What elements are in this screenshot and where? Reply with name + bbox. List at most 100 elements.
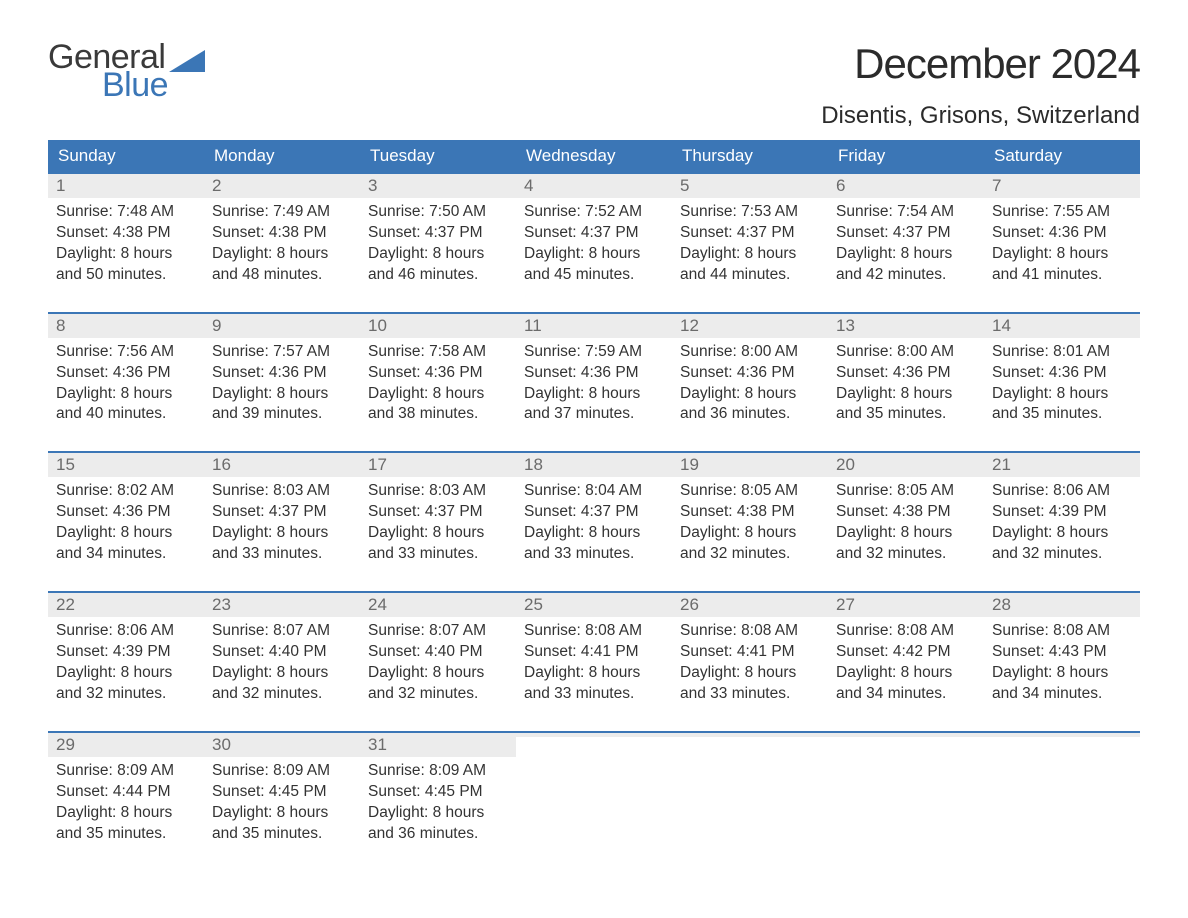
- day-detail-line: Sunrise: 8:04 AM: [524, 481, 664, 502]
- day-detail-line: Sunset: 4:39 PM: [992, 502, 1132, 523]
- day-detail-line: and 44 minutes.: [680, 265, 820, 286]
- day-number: 15: [48, 453, 204, 477]
- calendar-day: 2Sunrise: 7:49 AMSunset: 4:38 PMDaylight…: [204, 174, 360, 294]
- day-detail-line: Daylight: 8 hours: [212, 663, 352, 684]
- day-detail-line: Daylight: 8 hours: [56, 803, 196, 824]
- day-detail-line: Sunrise: 8:09 AM: [56, 761, 196, 782]
- day-detail-line: Sunset: 4:36 PM: [56, 502, 196, 523]
- day-detail-line: Daylight: 8 hours: [680, 384, 820, 405]
- day-number: 27: [828, 593, 984, 617]
- day-detail-line: and 33 minutes.: [524, 684, 664, 705]
- calendar: Sunday Monday Tuesday Wednesday Thursday…: [48, 140, 1140, 852]
- day-detail-line: Daylight: 8 hours: [212, 244, 352, 265]
- calendar-day: 1Sunrise: 7:48 AMSunset: 4:38 PMDaylight…: [48, 174, 204, 294]
- header-area: General Blue December 2024 Disentis, Gri…: [48, 40, 1140, 130]
- day-number: 31: [360, 733, 516, 757]
- calendar-day: 29Sunrise: 8:09 AMSunset: 4:44 PMDayligh…: [48, 733, 204, 853]
- calendar-week: 15Sunrise: 8:02 AMSunset: 4:36 PMDayligh…: [48, 451, 1140, 573]
- day-number: 14: [984, 314, 1140, 338]
- day-number: 5: [672, 174, 828, 198]
- day-details: Sunrise: 8:06 AMSunset: 4:39 PMDaylight:…: [984, 477, 1140, 573]
- weekday-header: Wednesday: [516, 140, 672, 174]
- calendar-day: 26Sunrise: 8:08 AMSunset: 4:41 PMDayligh…: [672, 593, 828, 713]
- month-title: December 2024: [821, 40, 1140, 88]
- day-detail-line: Sunrise: 8:03 AM: [368, 481, 508, 502]
- calendar-day: 24Sunrise: 8:07 AMSunset: 4:40 PMDayligh…: [360, 593, 516, 713]
- day-detail-line: Sunrise: 8:00 AM: [836, 342, 976, 363]
- day-detail-line: Sunset: 4:36 PM: [212, 363, 352, 384]
- calendar-day: [516, 733, 672, 853]
- calendar-day: 27Sunrise: 8:08 AMSunset: 4:42 PMDayligh…: [828, 593, 984, 713]
- calendar-week: 29Sunrise: 8:09 AMSunset: 4:44 PMDayligh…: [48, 731, 1140, 853]
- day-detail-line: Sunset: 4:45 PM: [212, 782, 352, 803]
- day-detail-line: and 39 minutes.: [212, 404, 352, 425]
- day-detail-line: and 35 minutes.: [992, 404, 1132, 425]
- day-details: Sunrise: 7:58 AMSunset: 4:36 PMDaylight:…: [360, 338, 516, 434]
- day-details: Sunrise: 7:54 AMSunset: 4:37 PMDaylight:…: [828, 198, 984, 294]
- day-detail-line: Sunrise: 7:59 AM: [524, 342, 664, 363]
- day-detail-line: Daylight: 8 hours: [836, 523, 976, 544]
- day-detail-line: Sunrise: 8:08 AM: [992, 621, 1132, 642]
- day-detail-line: Sunrise: 8:00 AM: [680, 342, 820, 363]
- day-detail-line: Sunrise: 8:07 AM: [212, 621, 352, 642]
- day-detail-line: and 33 minutes.: [524, 544, 664, 565]
- day-detail-line: and 32 minutes.: [836, 544, 976, 565]
- day-details: Sunrise: 8:05 AMSunset: 4:38 PMDaylight:…: [672, 477, 828, 573]
- day-number: 30: [204, 733, 360, 757]
- day-detail-line: Sunrise: 8:06 AM: [56, 621, 196, 642]
- weekday-header: Sunday: [48, 140, 204, 174]
- day-detail-line: Sunset: 4:36 PM: [56, 363, 196, 384]
- day-detail-line: Daylight: 8 hours: [56, 523, 196, 544]
- day-details: Sunrise: 8:00 AMSunset: 4:36 PMDaylight:…: [828, 338, 984, 434]
- day-number: 6: [828, 174, 984, 198]
- calendar-day: [984, 733, 1140, 853]
- day-details: Sunrise: 8:09 AMSunset: 4:45 PMDaylight:…: [360, 757, 516, 853]
- calendar-day: 8Sunrise: 7:56 AMSunset: 4:36 PMDaylight…: [48, 314, 204, 434]
- calendar-day: 31Sunrise: 8:09 AMSunset: 4:45 PMDayligh…: [360, 733, 516, 853]
- day-detail-line: Daylight: 8 hours: [524, 663, 664, 684]
- location-subtitle: Disentis, Grisons, Switzerland: [821, 102, 1140, 130]
- day-details: Sunrise: 8:05 AMSunset: 4:38 PMDaylight:…: [828, 477, 984, 573]
- day-detail-line: Sunset: 4:42 PM: [836, 642, 976, 663]
- day-detail-line: Sunset: 4:43 PM: [992, 642, 1132, 663]
- day-detail-line: Sunset: 4:40 PM: [368, 642, 508, 663]
- day-number: 7: [984, 174, 1140, 198]
- day-detail-line: Sunrise: 8:01 AM: [992, 342, 1132, 363]
- day-detail-line: and 32 minutes.: [56, 684, 196, 705]
- day-detail-line: and 48 minutes.: [212, 265, 352, 286]
- day-detail-line: and 32 minutes.: [368, 684, 508, 705]
- day-number: 2: [204, 174, 360, 198]
- day-detail-line: and 50 minutes.: [56, 265, 196, 286]
- day-detail-line: and 32 minutes.: [992, 544, 1132, 565]
- calendar-week: 1Sunrise: 7:48 AMSunset: 4:38 PMDaylight…: [48, 174, 1140, 294]
- day-detail-line: and 35 minutes.: [212, 824, 352, 845]
- day-detail-line: Sunrise: 7:54 AM: [836, 202, 976, 223]
- calendar-day: 28Sunrise: 8:08 AMSunset: 4:43 PMDayligh…: [984, 593, 1140, 713]
- calendar-day: 18Sunrise: 8:04 AMSunset: 4:37 PMDayligh…: [516, 453, 672, 573]
- day-detail-line: Daylight: 8 hours: [368, 663, 508, 684]
- day-details: Sunrise: 8:09 AMSunset: 4:44 PMDaylight:…: [48, 757, 204, 853]
- day-number: 28: [984, 593, 1140, 617]
- day-detail-line: Sunset: 4:37 PM: [836, 223, 976, 244]
- day-detail-line: Daylight: 8 hours: [212, 523, 352, 544]
- day-detail-line: Daylight: 8 hours: [524, 244, 664, 265]
- day-details: Sunrise: 8:07 AMSunset: 4:40 PMDaylight:…: [204, 617, 360, 713]
- calendar-day: 16Sunrise: 8:03 AMSunset: 4:37 PMDayligh…: [204, 453, 360, 573]
- day-detail-line: Daylight: 8 hours: [56, 244, 196, 265]
- day-number: 26: [672, 593, 828, 617]
- day-details: Sunrise: 7:48 AMSunset: 4:38 PMDaylight:…: [48, 198, 204, 294]
- day-detail-line: and 33 minutes.: [368, 544, 508, 565]
- calendar-day: 23Sunrise: 8:07 AMSunset: 4:40 PMDayligh…: [204, 593, 360, 713]
- weekday-header-row: Sunday Monday Tuesday Wednesday Thursday…: [48, 140, 1140, 174]
- day-detail-line: Daylight: 8 hours: [836, 663, 976, 684]
- day-detail-line: Sunset: 4:40 PM: [212, 642, 352, 663]
- weekday-header: Friday: [828, 140, 984, 174]
- day-detail-line: Sunrise: 8:02 AM: [56, 481, 196, 502]
- day-detail-line: and 45 minutes.: [524, 265, 664, 286]
- day-number: 9: [204, 314, 360, 338]
- day-detail-line: Sunrise: 7:52 AM: [524, 202, 664, 223]
- calendar-day: 21Sunrise: 8:06 AMSunset: 4:39 PMDayligh…: [984, 453, 1140, 573]
- day-details: Sunrise: 7:49 AMSunset: 4:38 PMDaylight:…: [204, 198, 360, 294]
- day-detail-line: Sunrise: 8:08 AM: [680, 621, 820, 642]
- day-detail-line: Sunrise: 7:55 AM: [992, 202, 1132, 223]
